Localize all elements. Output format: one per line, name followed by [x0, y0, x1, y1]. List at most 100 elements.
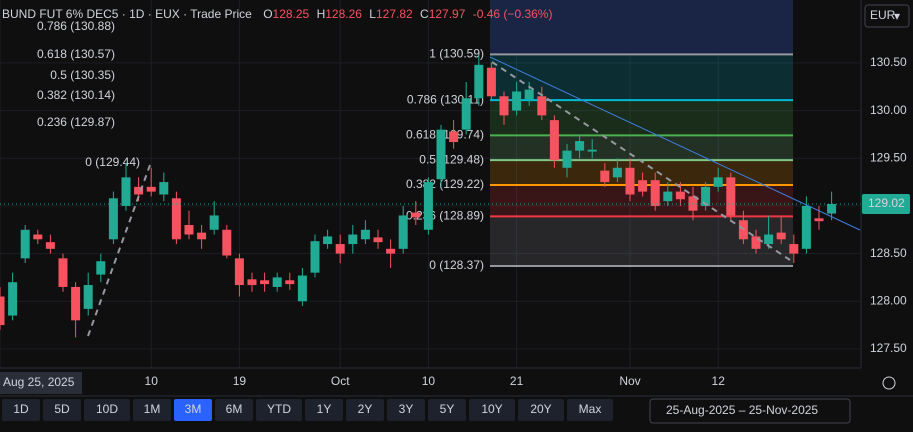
y-tick-label: 130.50 — [870, 55, 907, 69]
range-button-bg[interactable] — [215, 399, 253, 421]
x-tick-label: 21 — [510, 374, 524, 388]
x-tick-label: Aug 25, 2025 — [3, 375, 75, 389]
candle-body — [285, 280, 295, 285]
candle-body — [612, 167, 622, 178]
y-tick-label: 129.50 — [870, 150, 907, 164]
annotation: 0 (129.44) — [85, 155, 140, 169]
candle-body — [0, 296, 5, 326]
candle-body — [486, 67, 496, 97]
currency[interactable]: EUR — [870, 8, 896, 22]
candle-body — [234, 258, 244, 286]
range-button[interactable]: 1M — [144, 402, 161, 416]
y-tick-label: 128.50 — [870, 246, 907, 260]
trend-dashed — [491, 61, 791, 261]
candle-body — [461, 98, 471, 130]
range-button-bg[interactable] — [387, 399, 425, 421]
candle-body — [423, 182, 433, 230]
candle-body — [587, 149, 597, 152]
range-button-bg[interactable] — [2, 399, 40, 421]
candle-body — [373, 237, 383, 243]
range-button[interactable]: 5Y — [440, 402, 455, 416]
candle-body — [20, 229, 30, 259]
candle-body — [360, 229, 370, 240]
range-button[interactable]: 2Y — [358, 402, 373, 416]
fib-label: 0.786 (130.11) — [407, 92, 484, 106]
candle-body — [71, 286, 81, 321]
change: -0.46 (−0.36%) — [473, 7, 553, 21]
ohlc-label: O — [263, 7, 272, 21]
ohlc-label: C — [420, 7, 429, 21]
range-button-bg[interactable] — [84, 399, 130, 421]
candle-body — [348, 234, 358, 245]
candle-body — [524, 89, 534, 100]
candle-body — [411, 212, 421, 218]
candle-body — [801, 205, 811, 249]
ohlc-value: 128.25 — [273, 7, 310, 21]
range-button-bg[interactable] — [567, 399, 613, 421]
candle-body — [449, 131, 459, 143]
candle-body — [650, 180, 660, 206]
candle-body — [335, 244, 345, 254]
range-button[interactable]: 10D — [96, 402, 118, 416]
annotation: 0.786 (130.88) — [37, 19, 115, 33]
candle-body — [713, 177, 723, 187]
range-button-bg[interactable] — [469, 399, 515, 421]
candle-body — [222, 229, 232, 256]
candle-body — [600, 170, 610, 183]
currency-box[interactable] — [864, 4, 910, 28]
fib-zone — [490, 54, 793, 101]
candle-body — [436, 129, 446, 180]
last-price-label: 129.02 — [868, 196, 905, 210]
candle-body — [171, 198, 181, 240]
candle-body — [537, 96, 547, 116]
crosshair-label-bg — [0, 372, 82, 394]
candle-body — [638, 180, 648, 192]
fib-top-zone — [490, 0, 793, 55]
candle-body — [323, 236, 333, 245]
fib-zone — [490, 135, 793, 161]
range-button[interactable]: 6M — [226, 402, 243, 416]
x-tick-label: Oct — [331, 374, 350, 388]
candle-body — [751, 236, 761, 249]
range-button-bg[interactable] — [305, 399, 343, 421]
date-range-box[interactable] — [649, 398, 851, 424]
range-button-bg[interactable] — [346, 399, 384, 421]
candle-body — [83, 285, 93, 309]
range-button[interactable]: Max — [579, 402, 602, 416]
ohlc-value: 127.97 — [429, 7, 466, 21]
range-button[interactable]: 5D — [54, 402, 70, 416]
range-button-bg[interactable] — [43, 399, 81, 421]
candle-body — [146, 186, 156, 192]
range-button[interactable]: 10Y — [481, 402, 502, 416]
candle-body — [701, 186, 711, 206]
y-tick-label: 127.50 — [870, 341, 907, 355]
fib-label: 0.5 (129.48) — [419, 152, 484, 166]
date-range[interactable]: 25-Aug-2025 – 25-Nov-2025 — [666, 403, 818, 417]
range-button[interactable]: 20Y — [530, 402, 551, 416]
fib-zone — [490, 100, 793, 136]
range-button[interactable]: 3Y — [399, 402, 414, 416]
candle-body — [58, 258, 68, 287]
range-button-bg[interactable] — [428, 399, 466, 421]
candle-body — [499, 96, 509, 116]
x-tick-label: Nov — [619, 374, 640, 388]
range-button[interactable]: 3M — [185, 402, 202, 416]
range-button[interactable]: 1D — [13, 402, 29, 416]
annotation: 0.382 (130.14) — [37, 88, 115, 102]
range-button[interactable]: 1Y — [317, 402, 332, 416]
range-button[interactable]: YTD — [267, 402, 291, 416]
settings-icon[interactable] — [882, 376, 896, 390]
range-button-bg[interactable] — [174, 399, 212, 421]
x-tick-label: 19 — [233, 374, 247, 388]
candle-body — [562, 150, 572, 168]
candle-body — [663, 191, 673, 202]
range-button-bg[interactable] — [518, 399, 564, 421]
candle-body — [33, 234, 43, 240]
candle-body — [297, 275, 307, 302]
candle-body — [184, 224, 194, 235]
range-button-bg[interactable] — [133, 399, 171, 421]
candle-body — [247, 279, 257, 286]
candle-body — [386, 248, 396, 254]
range-button-bg[interactable] — [256, 399, 302, 421]
